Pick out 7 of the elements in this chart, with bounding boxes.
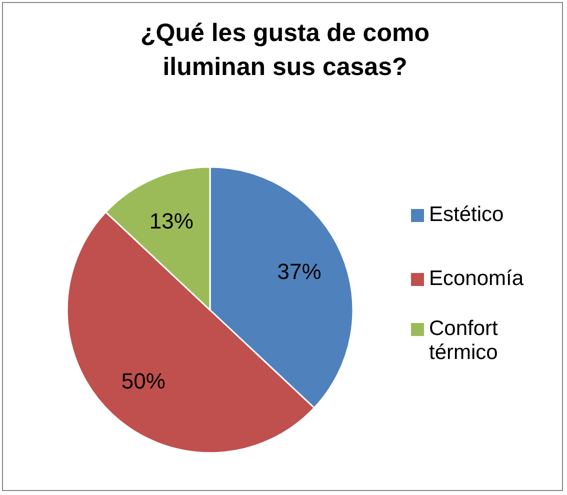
chart-title: ¿Qué les gusta de como iluminan sus casas? (140, 18, 430, 83)
data-label: 50% (121, 368, 166, 394)
legend-label: Confort térmico (429, 317, 499, 365)
legend-label: Estético (429, 203, 505, 227)
legend-label: Economía (429, 267, 525, 291)
data-label: 13% (149, 208, 194, 234)
data-label: 37% (277, 258, 322, 284)
